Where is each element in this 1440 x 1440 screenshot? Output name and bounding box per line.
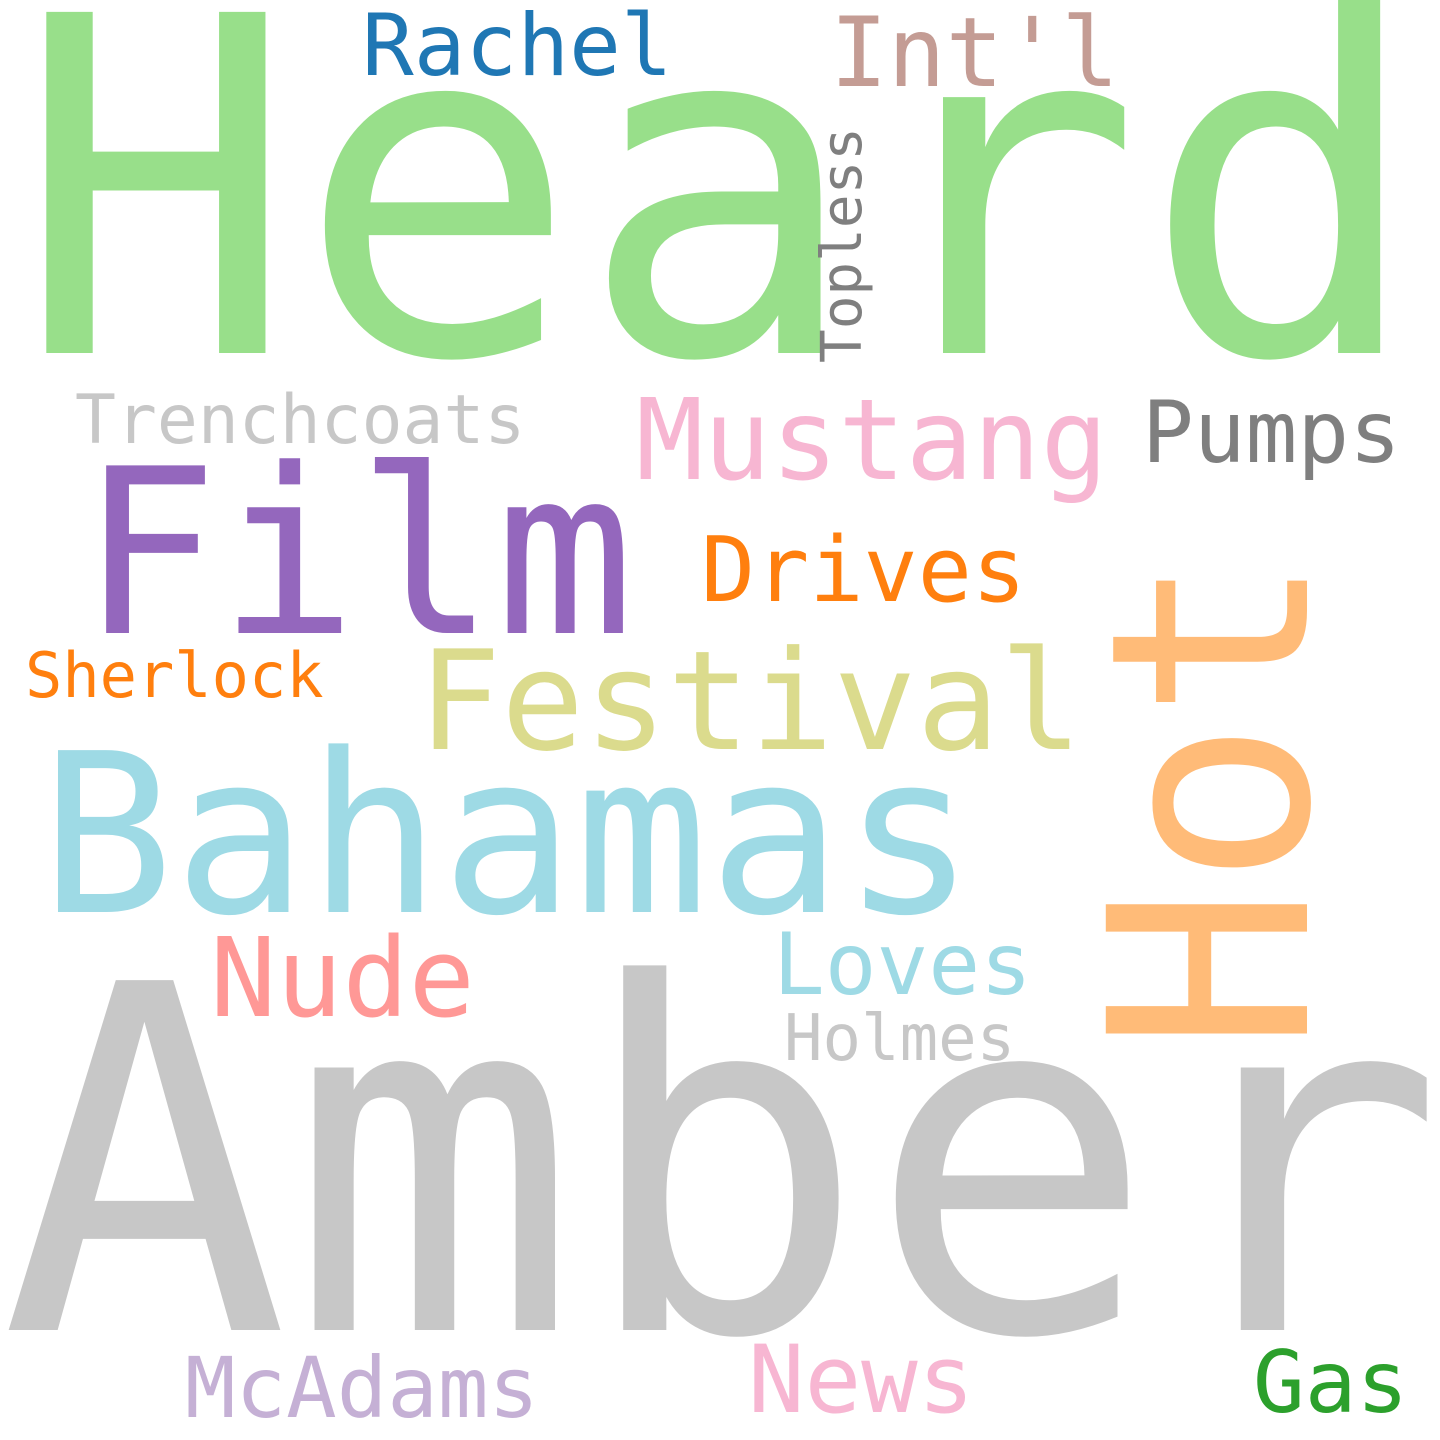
word-mustang: Mustang [636, 376, 1109, 506]
word-nude: Nude [210, 914, 475, 1042]
word-sherlock: Sherlock [25, 639, 324, 712]
word-topless: Topless [810, 126, 875, 363]
word-news: News [748, 1326, 975, 1435]
word-trenchcoats: Trenchcoats [75, 381, 526, 460]
word-rachel: Rachel [362, 0, 673, 96]
word-holmes: Holmes [784, 1002, 1016, 1076]
word-festival: Festival [418, 621, 1083, 782]
word-drives: Drives [701, 518, 1027, 623]
word-heard: Heard [15, 0, 1424, 464]
word-loves: Loves [773, 915, 1032, 1015]
word-intl: Int'l [830, 0, 1119, 109]
word-amber: Amber [0, 885, 1440, 1440]
word-film: Film [80, 421, 634, 688]
word-gas: Gas [1253, 1333, 1409, 1433]
word-hot: Hot [1052, 553, 1373, 1053]
word-pumps: Pumps [1142, 383, 1401, 483]
word-mcadams: McAdams [185, 1339, 540, 1437]
word-bahamas: Bahamas [40, 707, 976, 965]
